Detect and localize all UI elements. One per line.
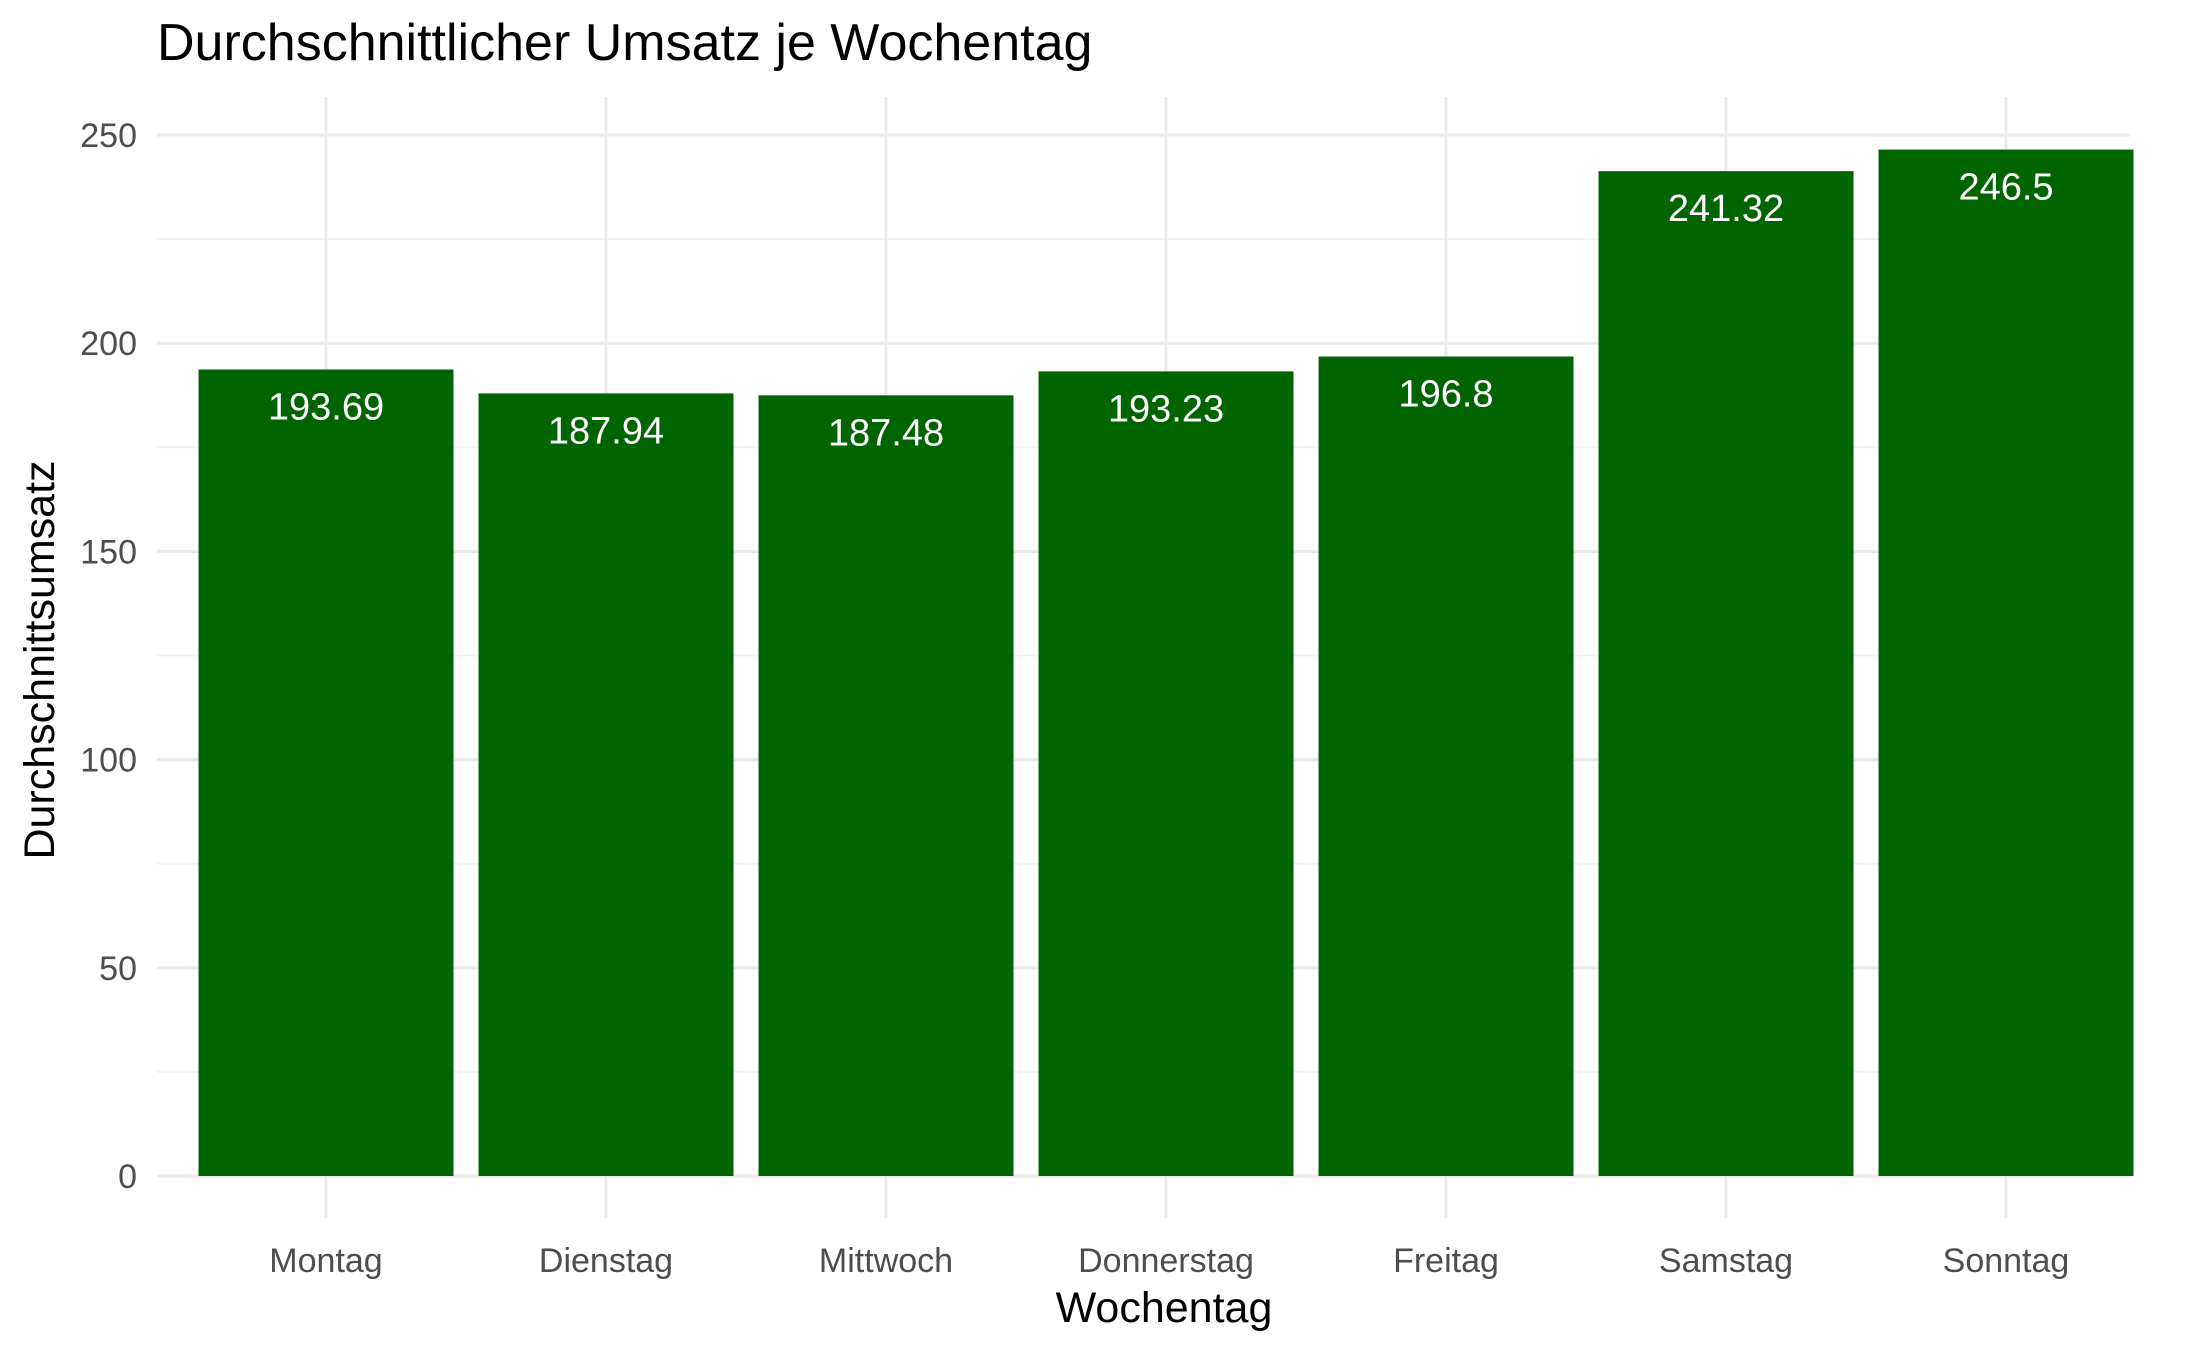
y-tick-label: 100 — [80, 742, 137, 780]
y-axis-tick-labels: 0 50 100 150 200 250 — [80, 117, 137, 1196]
bar-freitag — [1318, 356, 1574, 1177]
y-tick-label: 0 — [118, 1158, 137, 1196]
bar-value-label: 187.94 — [548, 410, 664, 452]
x-tick-label: Freitag — [1393, 1242, 1499, 1280]
y-tick-label: 150 — [80, 533, 137, 571]
x-tick-label: Dienstag — [539, 1242, 673, 1280]
x-tick-label: Samstag — [1659, 1242, 1793, 1280]
bar-mittwoch — [758, 395, 1014, 1177]
x-tick-label: Donnerstag — [1078, 1242, 1254, 1280]
bar-donnerstag — [1038, 371, 1294, 1177]
bar-value-label: 193.69 — [268, 386, 384, 428]
bar-montag — [198, 369, 454, 1176]
bar-value-labels: 193.69 187.94 187.48 193.23 196.8 241.32 246.5 — [268, 167, 2054, 455]
bar-samstag — [1598, 171, 1854, 1176]
x-tick-label: Montag — [269, 1242, 382, 1280]
bar-dienstag — [478, 393, 734, 1176]
y-axis-title: Durchschnittsumsatz — [16, 460, 64, 859]
x-tick-label: Mittwoch — [819, 1242, 953, 1280]
y-tick-label: 50 — [99, 950, 137, 988]
bar-value-label: 246.5 — [1958, 167, 2053, 209]
bar-value-label: 187.48 — [828, 412, 944, 454]
x-axis-title: Wochentag — [1056, 1284, 1273, 1332]
bars — [198, 149, 2134, 1177]
bar-sonntag — [1878, 149, 2134, 1177]
bar-value-label: 193.23 — [1108, 388, 1224, 430]
y-tick-label: 200 — [80, 325, 137, 363]
bar-value-label: 241.32 — [1668, 188, 1784, 230]
x-axis-tick-labels: Montag Dienstag Mittwoch Donnerstag Freitag S… — [269, 1242, 2069, 1280]
bar-value-label: 196.8 — [1398, 374, 1493, 416]
y-tick-label: 250 — [80, 117, 137, 155]
chart-title: Durchschnittlicher Umsatz je Wochentag — [157, 14, 1092, 72]
x-tick-label: Sonntag — [1943, 1242, 2070, 1280]
